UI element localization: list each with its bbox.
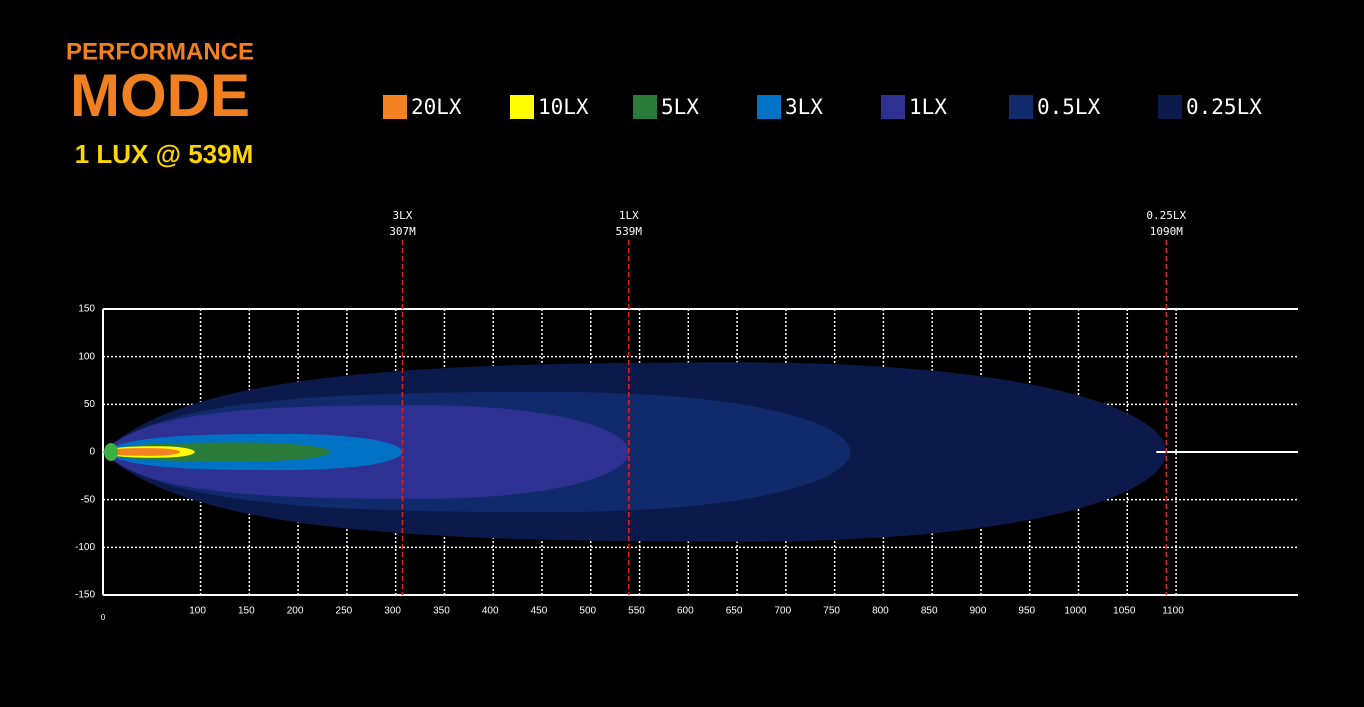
x-tick-label: 300: [384, 606, 401, 617]
x-tick-label: 250: [336, 606, 353, 617]
legend-swatch: [633, 95, 657, 119]
marker-lux: 0.25LX: [1146, 209, 1186, 222]
header-subtitle: 1 LUX @ 539M: [75, 139, 254, 169]
marker-lux: 1LX: [619, 209, 639, 222]
x-tick-label: 850: [921, 606, 938, 617]
x-tick-label: 0: [101, 613, 106, 622]
x-tick-label: 500: [579, 606, 596, 617]
header-kicker: PERFORMANCE: [66, 38, 254, 65]
x-tick-label: 550: [628, 606, 645, 617]
x-tick-label: 350: [433, 606, 450, 617]
y-tick-label: -100: [75, 542, 95, 553]
lamp-icon: [104, 443, 118, 461]
legend-label: 1LX: [909, 95, 947, 119]
marker-distance: 539M: [616, 225, 643, 238]
x-tick-label: 650: [726, 606, 743, 617]
x-tick-label: 1000: [1064, 606, 1087, 617]
marker-lux: 3LX: [393, 209, 413, 222]
legend-swatch: [383, 95, 407, 119]
legend-label: 10LX: [538, 95, 589, 119]
marker-distance: 307M: [389, 225, 416, 238]
x-tick-label: 750: [823, 606, 840, 617]
x-tick-label: 900: [970, 606, 987, 617]
y-tick-label: -150: [75, 590, 95, 601]
legend-swatch: [1009, 95, 1033, 119]
x-tick-label: 800: [872, 606, 889, 617]
x-tick-label: 150: [238, 606, 255, 617]
beam-contour: [103, 448, 181, 456]
marker-distance: 1090M: [1150, 225, 1183, 238]
x-tick-label: 200: [287, 606, 304, 617]
y-tick-label: -50: [81, 494, 96, 505]
legend-swatch: [1158, 95, 1182, 119]
legend-label: 0.25LX: [1186, 95, 1262, 119]
x-tick-label: 600: [677, 606, 694, 617]
legend-swatch: [510, 95, 534, 119]
legend-label: 20LX: [411, 95, 462, 119]
legend-swatch: [757, 95, 781, 119]
header-title: MODE: [70, 62, 250, 129]
legend-swatch: [881, 95, 905, 119]
y-tick-label: 100: [78, 351, 95, 362]
x-tick-label: 100: [189, 606, 206, 617]
x-tick-label: 400: [482, 606, 499, 617]
y-tick-label: 150: [78, 304, 95, 315]
legend-label: 3LX: [785, 95, 823, 119]
legend-label: 5LX: [661, 95, 699, 119]
x-tick-label: 700: [775, 606, 792, 617]
x-tick-label: 1100: [1162, 606, 1184, 617]
x-tick-label: 950: [1018, 606, 1035, 617]
legend-label: 0.5LX: [1037, 95, 1101, 119]
y-tick-label: 50: [84, 399, 96, 410]
y-tick-label: 0: [89, 447, 95, 458]
x-tick-label: 1050: [1113, 606, 1136, 617]
x-tick-label: 450: [531, 606, 548, 617]
